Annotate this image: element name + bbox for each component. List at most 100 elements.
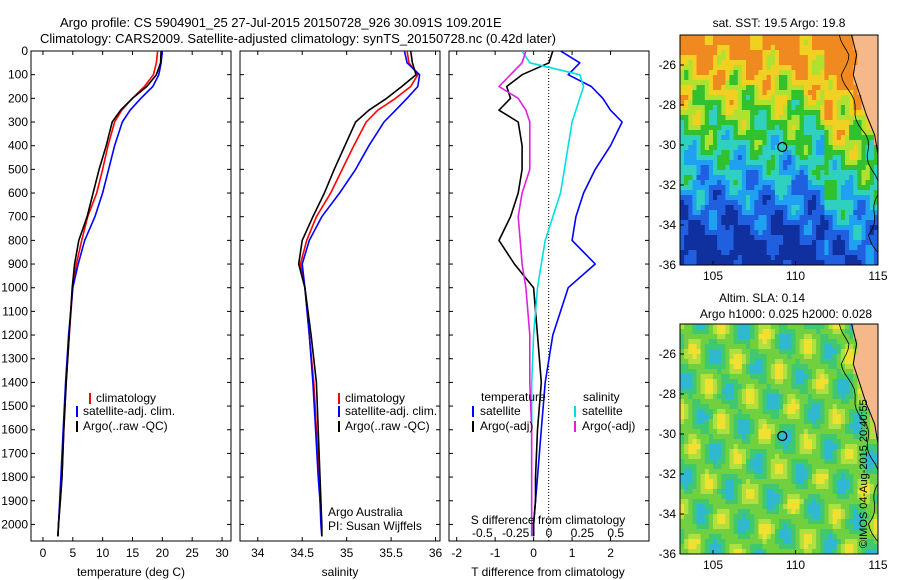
map-cell [799, 344, 805, 350]
map-cell [708, 195, 714, 201]
map-cell [770, 250, 776, 256]
map-cell [807, 399, 813, 405]
map-cell [865, 409, 871, 415]
map-cell [704, 439, 710, 445]
map-cell [807, 459, 813, 465]
map-cell [812, 529, 817, 535]
map-cell [741, 519, 747, 525]
map-cell [787, 384, 793, 390]
map-cell [853, 554, 858, 560]
map-cell [708, 170, 714, 176]
map-cell [824, 404, 830, 410]
map-cell [812, 469, 817, 475]
map-cell [865, 419, 871, 425]
series-line-satellite-adj-clim- [57, 51, 164, 537]
map-cell [807, 240, 813, 246]
map-cell [865, 260, 871, 265]
map-cell [828, 474, 834, 480]
map-cell [783, 225, 788, 231]
map-cell [849, 175, 854, 181]
map-cell [865, 85, 871, 91]
map-cell [733, 459, 739, 465]
map-cell [721, 230, 727, 236]
map-cell [774, 324, 780, 330]
map-cell [820, 429, 826, 435]
map-cell [783, 329, 788, 335]
map-cell [766, 464, 772, 470]
map-cell [873, 384, 878, 390]
map-cell [729, 549, 735, 554]
map-cell [700, 240, 706, 246]
map-cell [680, 40, 685, 46]
map-cell [828, 389, 834, 395]
map-cell [684, 260, 689, 265]
map-cell [758, 504, 764, 510]
map-cell [700, 489, 706, 495]
map-cell [832, 165, 838, 171]
map-cell [774, 85, 780, 91]
map-cell [799, 379, 805, 385]
map-cell [865, 384, 871, 390]
map-cell [807, 419, 813, 425]
map-cell [758, 245, 764, 251]
map-cell [791, 449, 797, 455]
map-cell [774, 260, 780, 265]
map-cell [861, 344, 867, 350]
series-line-climatology [299, 51, 419, 537]
map-cell [820, 474, 826, 480]
map-cell [853, 469, 859, 475]
map-cell [700, 205, 706, 211]
map-cell [725, 429, 731, 435]
map-cell [741, 100, 747, 106]
map-cell [729, 115, 735, 121]
map-cell [737, 250, 743, 256]
map-cell [820, 200, 826, 206]
map-cell [803, 80, 809, 86]
map-cell [717, 334, 722, 340]
map-cell [861, 125, 867, 131]
map-cell [696, 55, 702, 61]
map-cell [799, 205, 805, 211]
map-cell [861, 190, 867, 196]
map-cell [737, 45, 743, 51]
map-cell [783, 409, 788, 415]
map-cell [840, 434, 846, 440]
map-cell [762, 389, 768, 395]
map-cell [746, 344, 751, 350]
map-cell [840, 35, 846, 41]
map-cell [700, 374, 706, 380]
map-cell [766, 50, 772, 56]
map-cell [758, 230, 764, 236]
map-cell [684, 359, 689, 365]
map-cell [832, 260, 838, 265]
map-cell [869, 444, 875, 450]
map-cell [754, 389, 760, 395]
map-cell [824, 494, 830, 500]
map-cell [721, 519, 727, 525]
map-cell [688, 190, 694, 196]
map-cell [812, 245, 817, 251]
map-cell [721, 324, 727, 330]
map-cell [737, 235, 743, 241]
map-cell [717, 75, 722, 81]
map-cell [820, 240, 826, 246]
map-cell [873, 165, 878, 171]
map-cell [836, 474, 842, 480]
map-cell [713, 205, 718, 211]
map-cell [766, 479, 772, 485]
map-cell [832, 454, 838, 460]
map-cell [836, 135, 842, 141]
map-cell [692, 509, 698, 515]
map-cell [692, 449, 698, 455]
map-cell [725, 424, 731, 430]
map-cell [770, 409, 776, 415]
map-cell [713, 454, 718, 460]
map-cell [770, 125, 776, 131]
map-cell [828, 155, 834, 161]
map-cell [746, 334, 751, 340]
map-cell [799, 529, 805, 535]
map-cell [725, 554, 730, 560]
map-cell [824, 329, 830, 335]
map-cell [684, 100, 689, 106]
map-cell [779, 409, 784, 415]
